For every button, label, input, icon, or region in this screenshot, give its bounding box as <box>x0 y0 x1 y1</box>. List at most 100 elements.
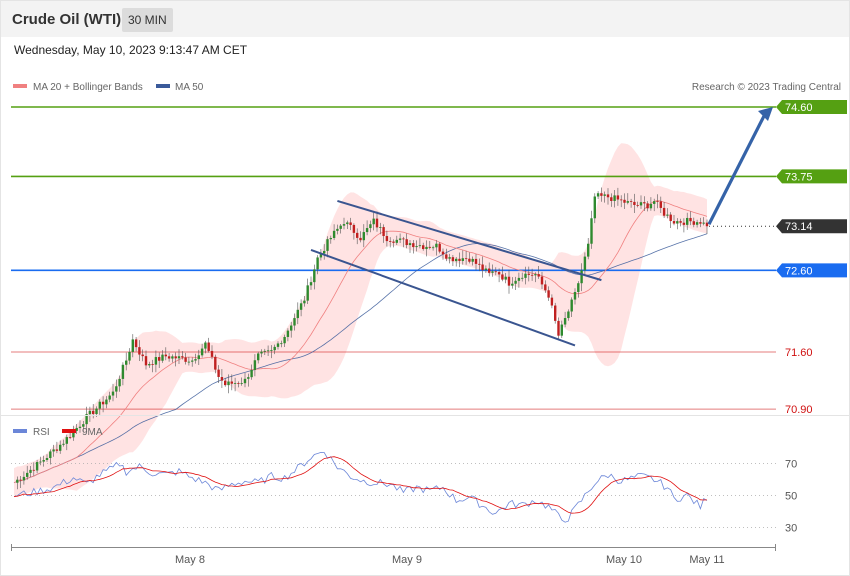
candle-body <box>415 246 418 248</box>
candle-body <box>115 386 118 392</box>
candle-body <box>646 203 649 209</box>
candle-body <box>527 273 530 275</box>
candle-body <box>266 350 270 352</box>
candle-body <box>662 207 666 216</box>
candle-body <box>134 339 138 348</box>
candle-body <box>613 195 616 201</box>
candle-body <box>111 391 115 396</box>
candle-body <box>369 224 372 229</box>
candle-body <box>610 197 613 201</box>
candle-body <box>408 243 412 246</box>
candle-body <box>695 222 699 225</box>
candle-body <box>405 239 408 246</box>
candle-body <box>214 356 217 370</box>
candle-body <box>75 427 78 431</box>
candle-body <box>705 222 709 227</box>
candle-body <box>240 383 243 385</box>
candle-body <box>464 258 468 260</box>
level-label-73.14: 73.14 <box>785 221 813 233</box>
candle-body <box>412 243 415 248</box>
forecast-arrow-head <box>758 107 773 121</box>
candle-body <box>392 241 395 243</box>
level-lines <box>11 106 776 410</box>
candle-body <box>306 285 309 301</box>
candle-body <box>316 257 319 270</box>
candle-body <box>309 282 313 286</box>
candle-body <box>59 444 62 451</box>
candle-body <box>643 202 646 204</box>
candle-body <box>491 271 494 273</box>
candle-body <box>171 356 174 359</box>
candle-body <box>39 461 42 463</box>
candle-body <box>629 201 633 202</box>
candle-body <box>600 193 603 196</box>
candle-body <box>593 196 596 219</box>
candle-body <box>577 283 580 293</box>
candle-body <box>346 222 349 225</box>
candle-body <box>101 401 105 405</box>
candle-body <box>250 370 253 378</box>
report-datetime: Wednesday, May 10, 2023 9:13:47 AM CET <box>14 43 248 57</box>
timeframe-badge[interactable]: 30 MIN <box>122 8 173 32</box>
candle-body <box>286 330 290 337</box>
ma50-legend-swatch <box>156 84 170 88</box>
candle-body <box>682 222 686 225</box>
candle-body <box>32 469 35 471</box>
candle-body <box>224 380 227 386</box>
candle-body <box>653 201 656 204</box>
candle-body <box>639 202 643 206</box>
candle-body <box>435 243 438 248</box>
channel-upper-line <box>337 199 602 282</box>
candle-body <box>68 437 72 438</box>
level-label-72.60: 72.60 <box>785 265 813 277</box>
candle-body <box>692 221 695 225</box>
candle-body <box>649 203 653 209</box>
level-tag-72.60 <box>776 263 847 278</box>
credit-text: Research © 2023 Trading Central <box>692 82 841 93</box>
trend-channel <box>310 199 602 347</box>
candle-body <box>570 299 573 312</box>
candle-body <box>237 383 240 384</box>
candle-body <box>85 414 88 425</box>
bollinger-band-area <box>14 143 707 498</box>
candle-body <box>303 300 306 304</box>
level-label-73.75: 73.75 <box>785 171 813 183</box>
candle-body <box>431 247 435 249</box>
candle-body <box>478 263 481 265</box>
candle-body <box>686 217 689 225</box>
candle-body <box>105 399 108 405</box>
candle-body <box>438 243 441 252</box>
candle-body <box>422 245 425 250</box>
candle-body <box>243 378 247 384</box>
rsi-legend-label: RSI <box>33 427 50 438</box>
candle-body <box>689 217 692 222</box>
candle-body <box>217 369 220 377</box>
ma20-line <box>13 200 708 484</box>
candle-body <box>375 218 379 228</box>
candle-body <box>55 449 59 451</box>
candle-body <box>78 426 82 428</box>
candle-body <box>125 360 128 365</box>
level-labels: 74.60 73.75 73.14 72.60 71.60 70.90 <box>776 100 847 416</box>
candle-body <box>514 280 517 284</box>
rsi-series <box>13 451 708 523</box>
candle-body <box>207 342 210 351</box>
level-label-74.60: 74.60 <box>785 102 813 114</box>
candle-body <box>280 343 283 345</box>
forecast-arrow-shaft <box>707 115 766 225</box>
candle-body <box>352 224 356 233</box>
candle-body <box>164 354 167 357</box>
rsi-ma9-line <box>13 456 708 514</box>
candle-body <box>402 238 405 240</box>
candle-body <box>497 272 501 275</box>
candle-body <box>194 359 197 361</box>
moving-average-lines <box>13 200 708 484</box>
candle-body <box>530 274 534 276</box>
candle-body <box>174 356 177 359</box>
x-tick-label: May 10 <box>606 554 642 566</box>
candle-body <box>636 204 639 206</box>
candle-body <box>554 305 557 321</box>
chart-header: Crude Oil (WTI) 30 MIN <box>1 1 849 37</box>
rsi-level-label-30: 30 <box>785 523 797 535</box>
candle-body <box>702 222 705 224</box>
